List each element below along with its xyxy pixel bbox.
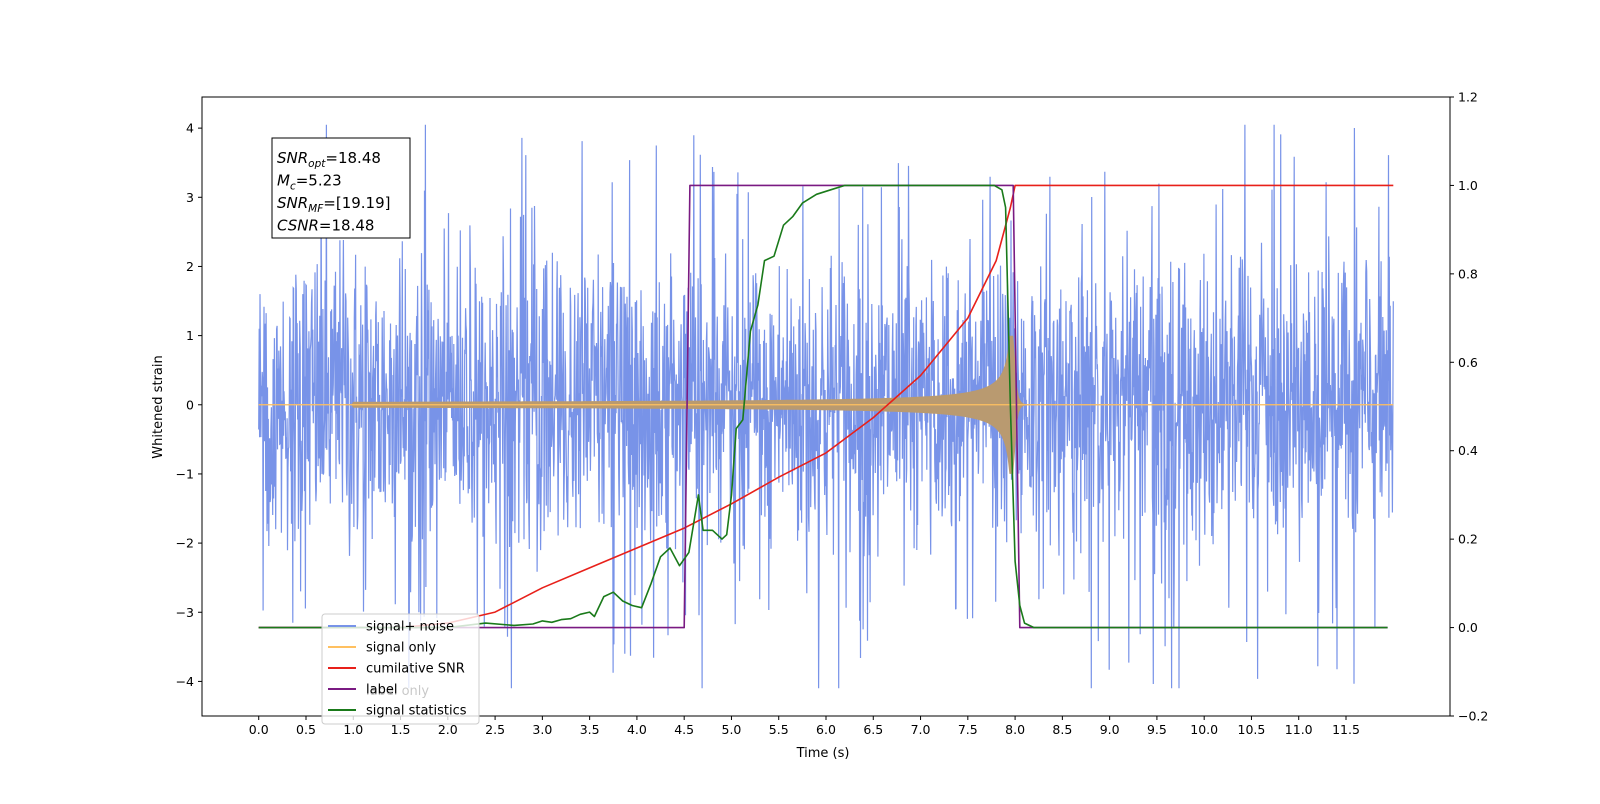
x-tick-label: 9.0 (1100, 722, 1120, 737)
y2-tick-label: 0.6 (1458, 355, 1478, 370)
legend-label: cumilative SNR (366, 662, 465, 677)
x-tick-label: 2.5 (485, 722, 505, 737)
legend-label: label (366, 683, 397, 698)
annotation-line: Mc=5.23 (277, 172, 342, 193)
x-tick-label: 5.0 (722, 722, 742, 737)
x-tick-label: 3.0 (532, 722, 552, 737)
y-tick-label: 2 (186, 259, 194, 274)
x-tick-label: 10.5 (1238, 722, 1266, 737)
x-tick-label: 7.5 (958, 722, 978, 737)
x-tick-label: 1.0 (343, 722, 363, 737)
legend: label only signal+ noise signal only cumila… (321, 613, 480, 725)
y2-tick-label: 1.0 (1458, 178, 1478, 193)
x-tick-label: 0.5 (296, 722, 316, 737)
x-axis-ticks: 0.0 0.5 1.0 1.5 2.0 2.5 3.0 3.5 4.0 4.5 5.0 5.5 6.0 6… (249, 716, 1360, 737)
x-tick-label: 6.0 (816, 722, 836, 737)
x-axis-label: Time (s) (796, 746, 850, 761)
annotation-line: SNRopt=18.48 (277, 149, 381, 170)
y-axis-label: Whitened strain (151, 355, 166, 458)
annotation-frame (271, 137, 411, 239)
x-tick-label: 3.5 (580, 722, 600, 737)
y2-tick-label: 1.2 (1458, 90, 1478, 105)
y-tick-label: 3 (186, 190, 194, 205)
legend-hidden-text: label only (366, 684, 429, 699)
y-tick-label: −1 (176, 466, 194, 481)
y2-tick-label: 0.2 (1458, 532, 1478, 547)
x-tick-label: 0.0 (249, 722, 269, 737)
series-signal-noise (258, 124, 1394, 689)
y-tick-label: −2 (176, 536, 194, 551)
legend-label: signal statistics (366, 704, 467, 719)
y2-tick-label: 0.8 (1458, 266, 1478, 281)
x-tick-label: 11.5 (1332, 722, 1360, 737)
x-tick-label: 5.5 (769, 722, 789, 737)
x-tick-label: 10.0 (1190, 722, 1218, 737)
legend-label: signal+ noise (366, 620, 454, 635)
x-tick-label: 9.5 (1147, 722, 1167, 737)
y-tick-label: 4 (186, 121, 194, 136)
x-tick-label: 2.0 (438, 722, 458, 737)
x-tick-label: 4.0 (627, 722, 647, 737)
x-tick-label: 4.5 (674, 722, 694, 737)
y-tick-label: 0 (186, 397, 194, 412)
x-tick-label: 11.0 (1285, 722, 1313, 737)
x-tick-label: 6.5 (863, 722, 883, 737)
annotation-line: SNRMF=[19.19] (277, 194, 391, 215)
x-tick-label: 1.5 (391, 722, 411, 737)
y-tick-label: −4 (176, 674, 194, 689)
x-tick-label: 8.0 (1005, 722, 1025, 737)
y-tick-label: 1 (186, 328, 194, 343)
series-group (258, 124, 1394, 689)
x-tick-label: 8.5 (1052, 722, 1072, 737)
y2-tick-label: 0.4 (1458, 443, 1478, 458)
y2-tick-label: −0.2 (1458, 709, 1488, 724)
legend-label: signal only (366, 641, 436, 656)
y2-tick-label: 0.0 (1458, 620, 1478, 635)
series-signal-statistics (258, 184, 1388, 629)
annotation-line: CSNR=18.48 (277, 217, 374, 235)
x-tick-label: 7.0 (911, 722, 931, 737)
y2-axis-ticks: −0.2 0.0 0.2 0.4 0.6 0.8 1.0 1.2 (1450, 90, 1488, 724)
y-tick-label: −3 (176, 605, 194, 620)
legend-frame (321, 613, 480, 725)
y-axis-ticks: −4 −3 −2 −1 0 1 2 3 4 (176, 121, 202, 689)
